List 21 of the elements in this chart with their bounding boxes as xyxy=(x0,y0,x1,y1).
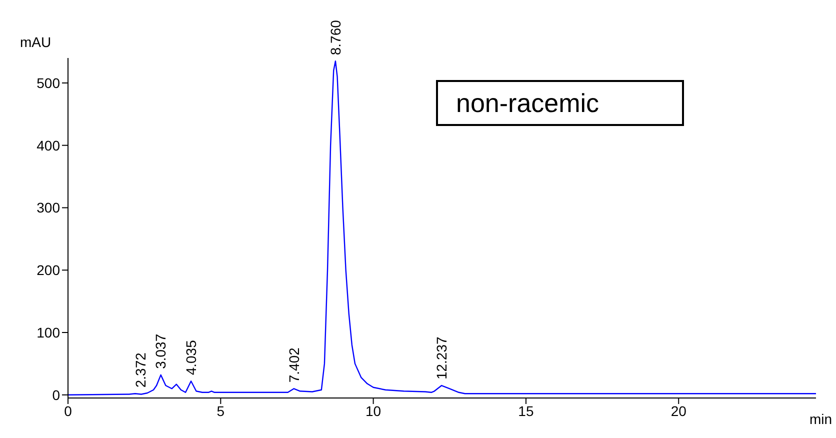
x-axis-title: min xyxy=(809,411,832,427)
annotation: 2.372 xyxy=(132,352,148,388)
annotation: 12.237 xyxy=(434,336,450,380)
y-tick-label: 0 xyxy=(52,386,60,403)
y-tick-label: 500 xyxy=(36,74,60,91)
y-tick-label: 400 xyxy=(36,137,60,154)
annotation: 4.035 xyxy=(183,340,200,376)
annotation: non-racemic xyxy=(436,80,684,126)
x-tick-label: 0 xyxy=(64,402,72,419)
x-tick-label: 5 xyxy=(216,402,225,419)
annotation: 7.402 xyxy=(286,347,302,383)
annotation: 3.037 xyxy=(152,334,169,369)
x-tick-label: 10 xyxy=(366,402,382,419)
annotation: 8.760 xyxy=(327,20,344,56)
y-tick-label: 200 xyxy=(36,262,60,278)
y-tick-label: 100 xyxy=(36,324,60,340)
x-tick-label: 15 xyxy=(518,402,534,419)
y-tick-label: 300 xyxy=(36,200,60,216)
x-tick-label: 20 xyxy=(670,402,687,419)
y-axis-title: mAU xyxy=(20,34,52,50)
line-series xyxy=(68,60,816,396)
